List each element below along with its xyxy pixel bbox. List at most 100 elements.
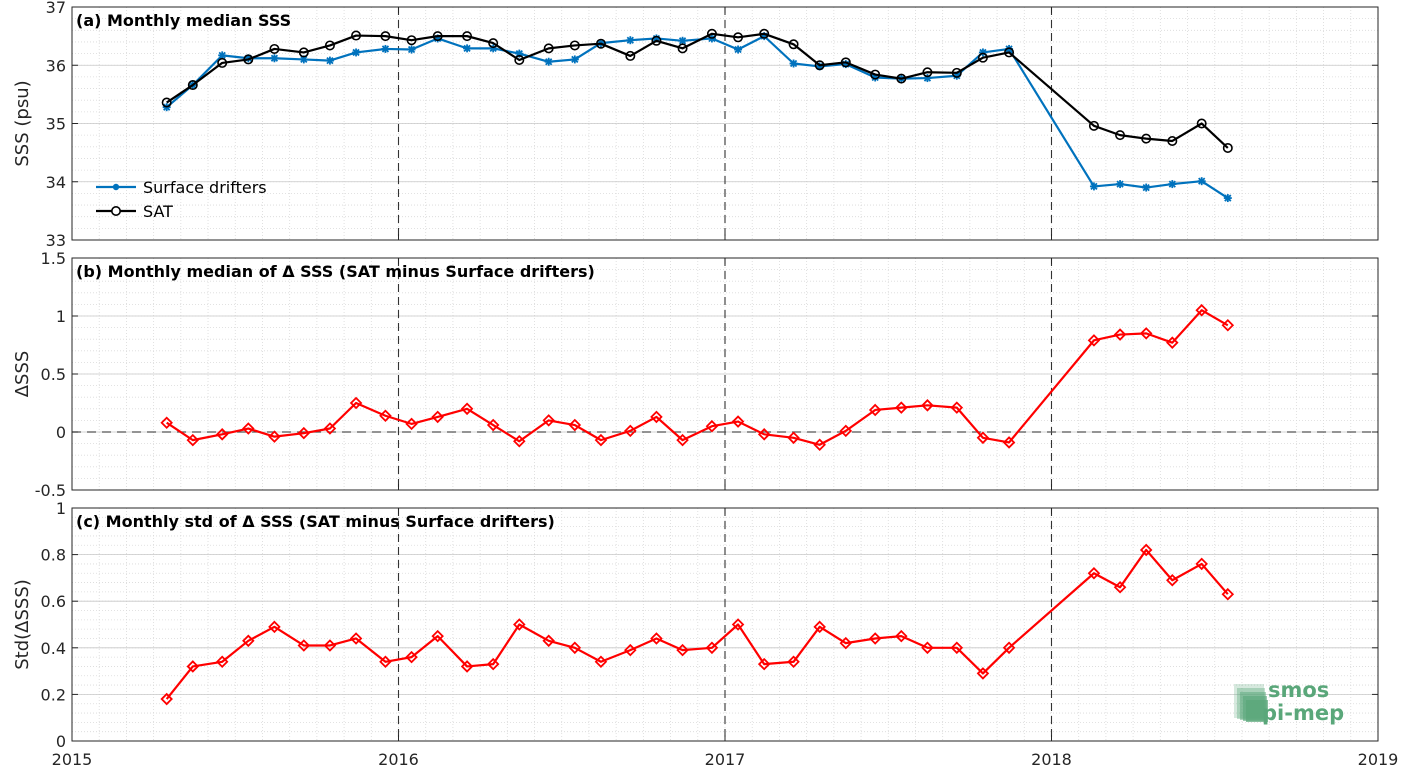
axes-frame <box>71 507 1379 742</box>
data-point <box>788 39 799 50</box>
data-point <box>976 431 990 445</box>
data-point <box>1223 194 1232 203</box>
data-point <box>268 620 281 634</box>
data-point <box>431 629 444 643</box>
data-point <box>407 45 416 54</box>
legend-marker <box>112 183 120 191</box>
data-point <box>160 692 173 706</box>
data-point <box>187 80 198 91</box>
y-tick-label: -0.5 <box>35 481 66 500</box>
data-point <box>977 52 988 63</box>
data-point <box>570 55 579 64</box>
data-point <box>325 56 334 65</box>
data-point <box>594 433 608 447</box>
legend: Surface drifters SAT <box>96 178 267 221</box>
data-point <box>351 30 362 41</box>
data-point <box>1166 573 1179 587</box>
data-point <box>431 410 444 424</box>
data-point <box>542 634 555 648</box>
data-point <box>543 43 554 54</box>
y-tick-label: 0.6 <box>41 592 66 611</box>
data-point <box>813 620 826 634</box>
x-tick-label: 2017 <box>705 750 746 768</box>
data-point <box>676 433 689 447</box>
data-point <box>486 418 500 432</box>
data-point <box>731 415 745 428</box>
data-point <box>432 31 443 42</box>
y-tick-label: 36 <box>46 56 66 75</box>
logo-text-line1: smos <box>1268 678 1329 702</box>
data-point <box>569 40 580 51</box>
data-point <box>544 57 553 66</box>
data-point <box>676 643 689 657</box>
data-point <box>595 38 606 49</box>
data-point <box>186 660 200 673</box>
data-point <box>731 618 745 631</box>
y-tick-label: 33 <box>46 231 66 250</box>
data-point <box>1087 566 1101 580</box>
y-axis-label: Std(ΔSSS) <box>12 579 33 670</box>
logo-text-line2: pi-mep <box>1262 701 1344 725</box>
data-point <box>1004 47 1015 58</box>
data-point <box>381 44 390 53</box>
data-point <box>921 399 934 412</box>
data-point <box>651 35 662 46</box>
data-point <box>299 55 308 64</box>
y-tick-label: 1 <box>56 499 66 518</box>
data-point <box>242 634 255 648</box>
data-point <box>950 401 964 414</box>
data-point <box>895 401 908 414</box>
data-point <box>405 417 418 431</box>
y-tick-label: 37 <box>46 0 66 17</box>
data-point <box>269 43 280 54</box>
data-point <box>405 650 418 664</box>
data-point <box>1195 303 1208 317</box>
data-point <box>215 428 229 441</box>
data-point <box>677 43 688 54</box>
data-point <box>734 45 743 54</box>
data-point <box>161 97 172 108</box>
y-tick-label: 35 <box>46 115 66 134</box>
data-point <box>757 428 771 441</box>
data-point <box>463 44 472 53</box>
data-point <box>1113 580 1127 594</box>
data-point <box>1142 183 1151 192</box>
data-point <box>1168 180 1177 189</box>
data-point <box>186 433 200 447</box>
data-point <box>733 32 744 43</box>
series-sat <box>161 28 1233 153</box>
data-point <box>380 31 391 42</box>
data-point <box>488 38 499 49</box>
data-point <box>568 418 582 432</box>
data-point <box>462 31 473 42</box>
data-point <box>297 639 311 652</box>
data-point <box>297 426 311 440</box>
data-point <box>976 667 990 680</box>
data-point <box>951 67 962 78</box>
y-tick-label: 0 <box>56 423 66 442</box>
panel-c: 0 0.2 0.4 0.6 0.8 1 2015 2016 2017 2018 2019 Std(ΔS… <box>12 499 1398 768</box>
data-point <box>706 28 717 39</box>
data-point <box>486 657 500 671</box>
data-point <box>1196 118 1207 129</box>
data-point <box>270 54 279 63</box>
data-point <box>352 48 361 57</box>
data-point <box>1088 120 1099 131</box>
y-tick-label: 1 <box>56 307 66 326</box>
logo-shape <box>1246 700 1268 722</box>
data-point <box>379 655 392 669</box>
data-point <box>324 40 335 51</box>
panel-b: -0.5 0 0.5 1 1.5 ΔSSS (b) Monthly median of Δ … <box>12 249 1379 500</box>
data-point <box>1002 641 1016 655</box>
data-point <box>406 35 417 46</box>
data-point <box>650 410 663 424</box>
x-tick-label: 2016 <box>378 750 419 768</box>
data-point <box>215 655 229 669</box>
data-point <box>789 59 798 68</box>
data-point <box>1166 336 1179 349</box>
plot-area <box>72 508 1378 741</box>
y-tick-label: 0.5 <box>41 365 66 384</box>
panel-title: (b) Monthly median of Δ SSS (SAT minus S… <box>76 262 595 281</box>
data-point <box>242 422 255 435</box>
